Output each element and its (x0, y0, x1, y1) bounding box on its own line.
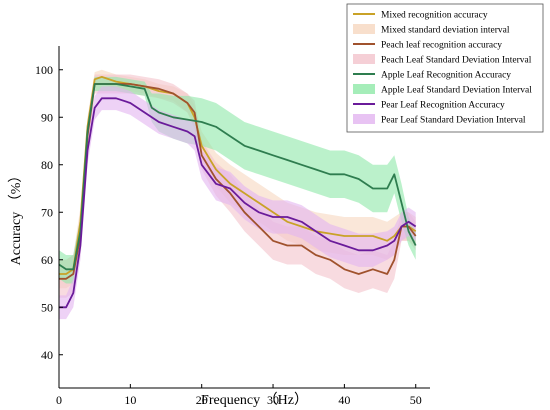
legend-label: Pear Leaf Standard Deviation Interval (381, 115, 526, 126)
legend-band-swatch (353, 84, 375, 94)
legend-label: Apple Leaf Recognition Accuracy (381, 70, 511, 81)
y-tick-label: 60 (41, 253, 53, 267)
legend-label: Apple Leaf Standard Deviation Interval (381, 85, 532, 96)
y-tick-label: 50 (41, 300, 53, 314)
line-series-0 (59, 76, 417, 275)
line-series-3 (59, 97, 417, 309)
x-tick-label: 10 (124, 393, 136, 407)
axis-ticks: 0 10 20 30 40 50 40 50 60 70 80 90 100 (35, 63, 422, 407)
x-tick-label: 20 (196, 393, 208, 407)
x-axis-title: Frequency （Hz） (201, 392, 308, 408)
y-tick-label: 80 (41, 158, 53, 172)
y-tick-label: 100 (35, 63, 53, 77)
line-series-2 (58, 83, 417, 271)
band-series-2 (59, 76, 416, 284)
axes (58, 46, 430, 389)
legend: Mixed recognition accuracy Mixed standard… (346, 3, 544, 133)
x-tick-label: 30 (267, 393, 279, 407)
y-axis-title: Accuracy （%） (8, 169, 24, 266)
legend-band-swatch (353, 114, 375, 124)
legend-box (346, 3, 544, 133)
legend-band-swatch (353, 24, 375, 34)
legend-label: Peach leaf recognition accuracy (381, 40, 502, 51)
legend-label: Pear Leaf Recognition Accuracy (381, 100, 505, 111)
x-tick-label: 50 (410, 393, 422, 407)
legend-label: Mixed recognition accuracy (381, 11, 488, 21)
legend-band-swatch (353, 54, 375, 64)
x-tick-label: 0 (56, 393, 62, 407)
y-tick-label: 70 (41, 205, 53, 219)
legend-label: Peach Leaf Standard Deviation Interval (381, 55, 532, 66)
x-tick-label: 40 (338, 393, 350, 407)
y-tick-label: 90 (41, 110, 53, 124)
accuracy-lines (58, 76, 417, 309)
y-tick-label: 40 (41, 348, 53, 362)
legend-label: Mixed standard deviation interval (381, 26, 510, 36)
